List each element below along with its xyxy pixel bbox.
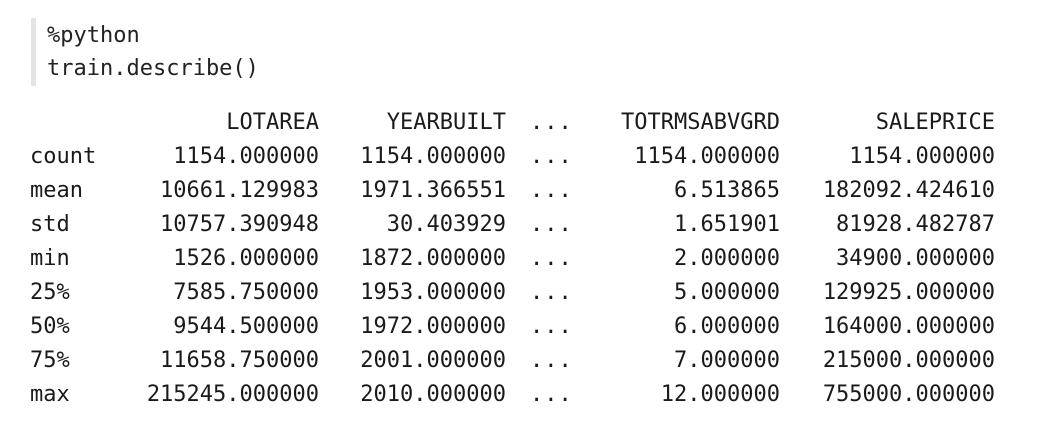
saleprice-value: 215000.000000: [822, 348, 995, 373]
lotarea-value: 10757.390948: [160, 212, 319, 237]
yearbuilt-value: 1972.000000: [360, 314, 506, 339]
ellipsis: ...: [530, 246, 573, 271]
code-cell[interactable]: %python train.describe(): [31, 18, 996, 86]
totrmsabvgrd-value: 1.651901: [674, 212, 780, 237]
saleprice-value: 164000.000000: [822, 314, 995, 339]
code-line-describe: train.describe(): [47, 56, 259, 81]
totrmsabvgrd-value: 6.000000: [674, 314, 780, 339]
yearbuilt-value: 1953.000000: [360, 280, 506, 305]
ellipsis: ...: [530, 144, 573, 169]
table-row: count 1154.000000 1154.000000 ... 1154.0…: [0, 140, 1038, 174]
row-index-label: max: [30, 382, 70, 407]
saleprice-value: 129925.000000: [822, 280, 995, 305]
table-row: 75% 11658.750000 2001.000000 ... 7.00000…: [0, 344, 1038, 378]
saleprice-value: 81928.482787: [836, 212, 995, 237]
table-row: min 1526.000000 1872.000000 ... 2.000000…: [0, 242, 1038, 276]
header-ellipsis: ...: [530, 110, 573, 135]
totrmsabvgrd-value: 5.000000: [674, 280, 780, 305]
lotarea-value: 1154.000000: [173, 144, 319, 169]
yearbuilt-value: 1971.366551: [360, 178, 506, 203]
ellipsis: ...: [530, 382, 573, 407]
ellipsis: ...: [530, 212, 573, 237]
totrmsabvgrd-value: 1154.000000: [634, 144, 780, 169]
yearbuilt-value: 1872.000000: [360, 246, 506, 271]
row-index-label: mean: [30, 178, 83, 203]
row-index-label: 75%: [30, 348, 70, 373]
ellipsis: ...: [530, 348, 573, 373]
lotarea-value: 9544.500000: [173, 314, 319, 339]
row-index-label: 50%: [30, 314, 70, 339]
yearbuilt-value: 2001.000000: [360, 348, 506, 373]
table-row: 50% 9544.500000 1972.000000 ... 6.000000…: [0, 310, 1038, 344]
lotarea-value: 11658.750000: [160, 348, 319, 373]
header-yearbuilt: YEARBUILT: [386, 110, 506, 135]
totrmsabvgrd-value: 7.000000: [674, 348, 780, 373]
row-index-label: count: [30, 144, 97, 169]
table-row: 25% 7585.750000 1953.000000 ... 5.000000…: [0, 276, 1038, 310]
saleprice-value: 755000.000000: [822, 382, 995, 407]
yearbuilt-value: 2010.000000: [360, 382, 506, 407]
yearbuilt-value: 30.403929: [386, 212, 506, 237]
cell-output-table: LOTAREA YEARBUILT ... TOTRMSABVGRD SALEP…: [0, 106, 1038, 416]
row-index-label: std: [30, 212, 70, 237]
lotarea-value: 1526.000000: [173, 246, 319, 271]
totrmsabvgrd-value: 2.000000: [674, 246, 780, 271]
ellipsis: ...: [530, 314, 573, 339]
table-header-row: LOTAREA YEARBUILT ... TOTRMSABVGRD SALEP…: [0, 106, 1038, 140]
header-saleprice: SALEPRICE: [875, 110, 995, 135]
header-totrmsabvgrd: TOTRMSABVGRD: [621, 110, 780, 135]
lotarea-value: 215245.000000: [146, 382, 319, 407]
row-index-label: min: [30, 246, 70, 271]
lotarea-value: 7585.750000: [173, 280, 319, 305]
table-row: mean 10661.129983 1971.366551 ... 6.5138…: [0, 174, 1038, 208]
totrmsabvgrd-value: 12.000000: [660, 382, 780, 407]
code-line-magic: %python: [47, 23, 140, 48]
lotarea-value: 10661.129983: [160, 178, 319, 203]
row-index-label: 25%: [30, 280, 70, 305]
table-row: std 10757.390948 30.403929 ... 1.651901 …: [0, 208, 1038, 242]
totrmsabvgrd-value: 6.513865: [674, 178, 780, 203]
saleprice-value: 182092.424610: [822, 178, 995, 203]
header-lotarea: LOTAREA: [226, 110, 319, 135]
saleprice-value: 34900.000000: [836, 246, 995, 271]
ellipsis: ...: [530, 280, 573, 305]
yearbuilt-value: 1154.000000: [360, 144, 506, 169]
table-row: max 215245.000000 2010.000000 ... 12.000…: [0, 378, 1038, 412]
ellipsis: ...: [530, 178, 573, 203]
saleprice-value: 1154.000000: [849, 144, 995, 169]
